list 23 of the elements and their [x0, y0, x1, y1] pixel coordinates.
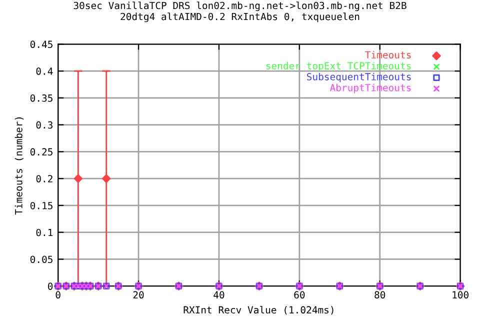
y-tick-label: 0.15	[30, 202, 52, 210]
y-tick-label: 0.25	[30, 148, 52, 156]
x-tick-label: 0	[56, 291, 60, 299]
y-tick-label: 0.4	[36, 68, 53, 75]
y-tick-label: 0.3	[36, 121, 52, 129]
x-axis-title: RXInt Recv Value (1.024ms)	[184, 306, 334, 315]
y-tick-label: 0.45	[30, 40, 52, 48]
legend-label: sender topExt TCPTimeouts	[266, 62, 411, 72]
chart-title: 30sec VanillaTCP DRS lon02.mb-ng.net->lon03.mb-ng.net B2B 20dtg4 altAIMD-0.2 RxIntAbs 0, txqueuelen	[74, 2, 406, 22]
legend-label: SubsequentTimeouts	[307, 72, 411, 82]
x-tick-label: 20	[133, 291, 144, 299]
y-tick-label: 0.05	[30, 256, 52, 264]
x-tick-label: 60	[294, 291, 305, 299]
x-tick-label: 40	[214, 291, 224, 299]
legend-label: Timeouts	[365, 51, 411, 59]
y-tick-label: 0.2	[36, 175, 52, 182]
legend-label: AbruptTimeouts	[330, 84, 411, 94]
y-axis-title: Timeouts (number)	[14, 117, 24, 215]
x-tick-label: 80	[374, 291, 386, 299]
y-tick-label: 0.1	[36, 228, 53, 236]
y-tick-label: 0.35	[30, 94, 52, 102]
y-tick-label: 0	[48, 282, 53, 290]
x-tick-label: 100	[452, 291, 468, 299]
